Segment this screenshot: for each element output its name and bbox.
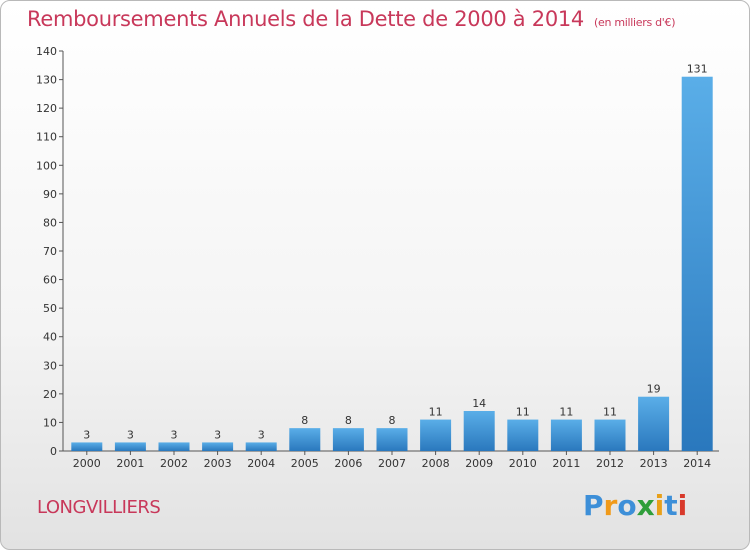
- bar: [71, 442, 103, 451]
- value-label: 11: [603, 406, 617, 419]
- logo-letter: i: [654, 489, 665, 522]
- x-tick-label: 2009: [465, 457, 493, 470]
- place-name: LONGVILLIERS: [37, 497, 161, 518]
- y-tick-label: 80: [43, 216, 57, 229]
- x-tick-labels: 2000 2001 2002 2003 2004 2005 2006 2007 2008 2009…: [73, 457, 711, 470]
- y-tick-label: 120: [36, 102, 57, 115]
- bar: [463, 411, 495, 451]
- x-tick-label: 2010: [509, 457, 537, 470]
- bar: [594, 419, 626, 451]
- y-tick-label: 140: [36, 45, 57, 58]
- bar: [420, 419, 452, 451]
- value-label: 3: [83, 428, 90, 441]
- value-label: 19: [647, 383, 661, 396]
- y-tick-label: 30: [43, 359, 57, 372]
- bar: [245, 442, 277, 451]
- x-tick-label: 2000: [73, 457, 101, 470]
- value-label: 3: [214, 428, 221, 441]
- value-label: 11: [516, 406, 530, 419]
- y-tick-label: 40: [43, 331, 57, 344]
- y-tick-label: 100: [36, 159, 57, 172]
- logo-letter: P: [583, 489, 604, 522]
- bar: [550, 419, 582, 451]
- x-tick-label: 2002: [160, 457, 188, 470]
- x-tick-label: 2005: [291, 457, 319, 470]
- y-tick-label: 90: [43, 188, 57, 201]
- bar: [289, 428, 321, 451]
- logo-letter: r: [603, 489, 618, 522]
- value-label: 8: [345, 414, 352, 427]
- y-tick-label: 10: [43, 416, 57, 429]
- value-label: 11: [559, 406, 573, 419]
- bar: [114, 442, 146, 451]
- y-tick-label: 130: [36, 74, 57, 87]
- x-tick-label: 2014: [683, 457, 711, 470]
- y-tick-label: 50: [43, 302, 57, 315]
- x-tick-label: 2008: [422, 457, 450, 470]
- logo-letter: o: [617, 489, 637, 522]
- value-label: 14: [472, 397, 486, 410]
- proxiti-logo: Proxiti: [583, 489, 687, 522]
- x-tick-label: 2006: [334, 457, 362, 470]
- chart-title: Remboursements Annuels de la Dette de 20…: [27, 7, 675, 31]
- y-tick-label: 70: [43, 245, 57, 258]
- y-tick-label: 110: [36, 131, 57, 144]
- title-text: Remboursements Annuels de la Dette de 20…: [27, 7, 584, 31]
- logo-letter: x: [636, 489, 655, 522]
- bar: [332, 428, 364, 451]
- x-tick-label: 2007: [378, 457, 406, 470]
- value-label: 8: [389, 414, 396, 427]
- unit-label: (en milliers d'€): [594, 16, 676, 29]
- x-tick-label: 2004: [247, 457, 275, 470]
- x-tick-label: 2011: [552, 457, 580, 470]
- y-tick-label: 0: [50, 445, 57, 458]
- bar: [681, 76, 713, 451]
- x-tick-label: 2001: [116, 457, 144, 470]
- bar: [507, 419, 539, 451]
- value-label: 3: [127, 428, 134, 441]
- x-tick-label: 2013: [640, 457, 668, 470]
- logo-letter: i: [677, 489, 688, 522]
- bar: [376, 428, 408, 451]
- value-label: 11: [429, 406, 443, 419]
- y-tick-label: 20: [43, 388, 57, 401]
- y-tick-label: 60: [43, 274, 57, 287]
- bar: [638, 396, 670, 451]
- bar: [158, 442, 190, 451]
- value-label: 3: [171, 428, 178, 441]
- logo-letter: t: [664, 489, 678, 522]
- x-tick-label: 2003: [204, 457, 232, 470]
- value-label: 3: [258, 428, 265, 441]
- bars: [71, 76, 713, 451]
- value-labels: 3 3 3 3 3 8 8 8 11 14 11 11 11 19 131: [83, 63, 707, 442]
- x-tick-label: 2012: [596, 457, 624, 470]
- y-tick-labels: 0 10 20 30 40 50 60 70 80 90 100 110 120 130 140: [36, 45, 57, 458]
- bar: [202, 442, 234, 451]
- axes: [59, 50, 719, 455]
- value-label: 8: [301, 414, 308, 427]
- value-label: 131: [687, 63, 708, 76]
